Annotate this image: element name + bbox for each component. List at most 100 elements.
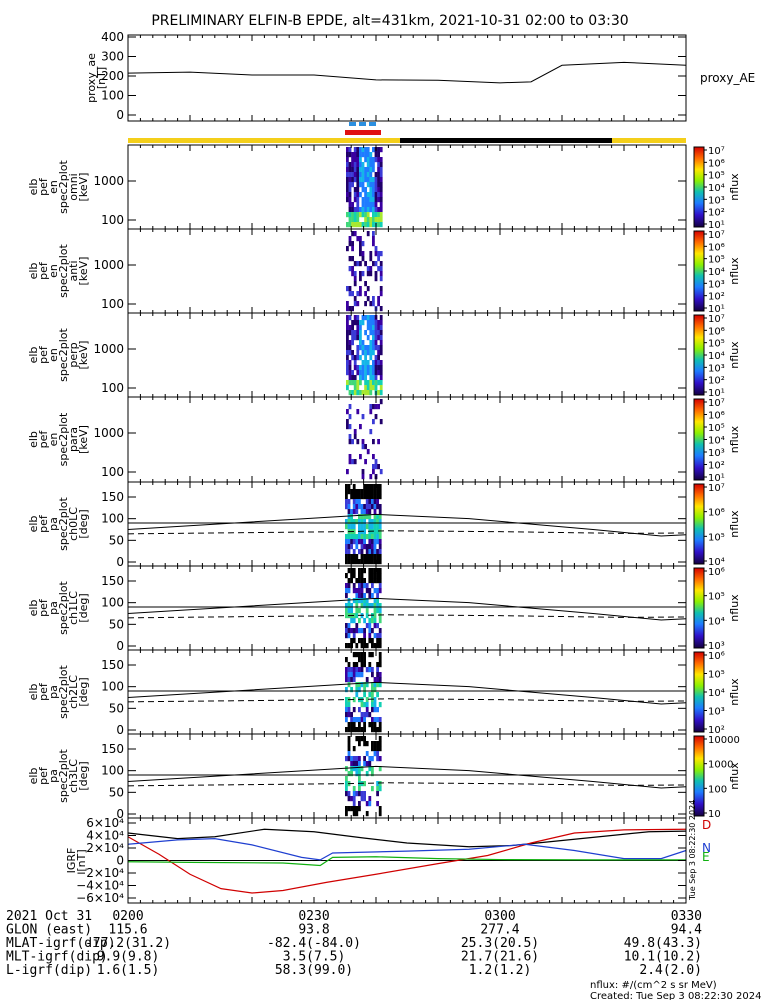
energy-spectrogram-cell bbox=[356, 177, 360, 183]
energy-spectrogram-cell bbox=[353, 167, 357, 173]
energy-spectrogram-cell bbox=[372, 241, 375, 247]
pa-spectrogram-cell bbox=[371, 727, 374, 733]
pa-spectrogram-cell bbox=[373, 608, 377, 614]
energy-spectrogram-cell bbox=[379, 197, 383, 203]
energy-spectrogram-cell bbox=[369, 474, 373, 480]
energy-spectrogram-cell bbox=[369, 202, 373, 208]
pa-spectrogram-cell bbox=[347, 796, 351, 802]
energy-spectrogram-cell bbox=[372, 197, 375, 203]
energy-spectrogram-cell bbox=[364, 380, 367, 386]
pa-spectrogram-cell bbox=[376, 549, 379, 555]
pa-spectrogram-cell bbox=[376, 781, 379, 787]
pa-spectrogram-cell bbox=[376, 643, 379, 649]
energy-spectrogram-cell bbox=[366, 360, 370, 366]
energy-spectrogram-cell bbox=[351, 350, 354, 356]
energy-spectrogram-cell bbox=[346, 335, 349, 341]
energy-spectrogram-cell bbox=[379, 330, 383, 336]
pa-spectrogram-cell bbox=[355, 766, 359, 772]
pa-y-axis-label: ch1LC bbox=[67, 591, 80, 625]
pa-spectrogram-cell bbox=[352, 717, 356, 723]
pa-spectrogram-cell bbox=[371, 519, 374, 525]
pa-spectrogram-cell bbox=[347, 712, 351, 718]
energy-spectrogram-cell bbox=[361, 365, 365, 371]
pa-spectrogram-cell bbox=[365, 524, 369, 530]
energy-spectrogram-cell bbox=[351, 330, 354, 336]
energy-spectrogram-cell bbox=[364, 207, 367, 213]
pa-spectrogram-cell bbox=[376, 756, 379, 762]
energy-spectrogram-cell bbox=[377, 182, 380, 188]
igrf-y-axis-label: [nT] bbox=[75, 849, 88, 871]
pa-spectrogram-cell bbox=[368, 514, 372, 520]
energy-spectrogram-cell bbox=[348, 350, 352, 356]
pa-spectrogram-cell bbox=[358, 618, 361, 624]
energy-spectrogram-cell bbox=[374, 385, 378, 391]
energy-spectrogram-cell bbox=[379, 251, 383, 257]
energy-spectrogram-cell bbox=[377, 192, 380, 198]
energy-spectrogram-cell bbox=[346, 355, 349, 361]
energy-spectrogram-cell bbox=[366, 177, 370, 183]
energy-spectrogram-cell bbox=[351, 340, 354, 346]
energy-spectrogram-cell bbox=[353, 429, 357, 435]
energy-spectrogram-cell bbox=[353, 222, 357, 228]
energy-spectrogram-cell bbox=[356, 217, 360, 223]
pa-spectrogram-cell bbox=[363, 554, 366, 560]
pa-spectrogram-cell bbox=[378, 811, 382, 817]
energy-spectrogram-cell bbox=[359, 207, 362, 213]
pa-spectrogram-cell bbox=[352, 499, 356, 505]
energy-spectrogram-cell bbox=[372, 207, 375, 213]
colorbar-tick-label: 10⁶ bbox=[708, 567, 725, 578]
pa-spectrogram-cell bbox=[345, 712, 348, 718]
energy-spectrogram-cell bbox=[361, 172, 365, 178]
shadow-bar bbox=[400, 138, 612, 143]
pa-spectrogram-cell bbox=[365, 751, 369, 757]
energy-spectrogram-cell bbox=[377, 222, 380, 228]
energy-spectrogram-cell bbox=[359, 192, 362, 198]
pa-spectrogram-cell bbox=[368, 761, 372, 767]
footer-row-value: 21.7(21.6) bbox=[461, 950, 539, 965]
pa-spectrogram-cell bbox=[371, 741, 374, 747]
energy-spectrogram-cell bbox=[361, 345, 365, 351]
energy-spectrogram-cell bbox=[377, 152, 380, 158]
pa-spectrogram-cell bbox=[352, 756, 356, 762]
energy-spectrogram-cell bbox=[369, 187, 373, 193]
energy-y-axis-label: spec2plot bbox=[57, 244, 70, 298]
pa-spectrogram-cell bbox=[365, 677, 369, 683]
energy-spectrogram-cell bbox=[353, 281, 357, 287]
footer-row-value: -82.4(-84.0) bbox=[267, 936, 361, 951]
pa-spectrogram-cell bbox=[373, 554, 377, 560]
pa-spectrogram-cell bbox=[363, 643, 366, 649]
energy-spectrogram-cell bbox=[364, 360, 367, 366]
pa-spectrogram-cell bbox=[376, 638, 379, 644]
pa-spectrogram-cell bbox=[376, 573, 379, 579]
colorbar-tick-label: 10⁷ bbox=[708, 230, 725, 241]
igrf-y-axis-label: IGRF bbox=[65, 848, 78, 874]
energy-spectrogram-cell bbox=[356, 236, 360, 242]
energy-spectrogram-cell bbox=[346, 187, 349, 193]
pa-spectrogram-cell bbox=[345, 687, 348, 693]
pa-y-axis-label: elb bbox=[27, 684, 40, 701]
pa-spectrogram-cell bbox=[363, 756, 366, 762]
pa-spectrogram-cell bbox=[365, 484, 369, 490]
plot-backgrounds bbox=[693, 146, 705, 817]
footer-row-value: 9.9(9.8) bbox=[97, 950, 160, 965]
energy-spectrogram-cell bbox=[374, 157, 378, 163]
energy-spectrogram-cell bbox=[348, 177, 352, 183]
pa-spectrogram-cell bbox=[360, 554, 364, 560]
energy-y-tick-label: 100 bbox=[101, 465, 124, 479]
pa-spectrogram-cell bbox=[360, 603, 364, 609]
pa-spectrogram-cell bbox=[376, 494, 379, 500]
pa-spectrogram-cell bbox=[358, 776, 361, 782]
colorbar-tick-label: 10⁷ bbox=[708, 146, 725, 157]
pa-spectrogram-cell bbox=[371, 544, 374, 550]
energy-spectrogram-cell bbox=[356, 380, 360, 386]
pa-spectrogram-cell bbox=[360, 568, 364, 574]
energy-spectrogram-cell bbox=[369, 157, 373, 163]
energy-spectrogram-cell bbox=[379, 380, 383, 386]
energy-spectrogram-cell bbox=[346, 469, 349, 475]
pa-spectrogram-cell bbox=[347, 643, 351, 649]
igrf-legend-E: E bbox=[702, 850, 710, 864]
energy-spectrogram-cell bbox=[346, 385, 349, 391]
pa-spectrogram-cell bbox=[352, 791, 356, 797]
pa-spectrogram-cell bbox=[352, 761, 356, 767]
energy-spectrogram-cell bbox=[379, 350, 383, 356]
